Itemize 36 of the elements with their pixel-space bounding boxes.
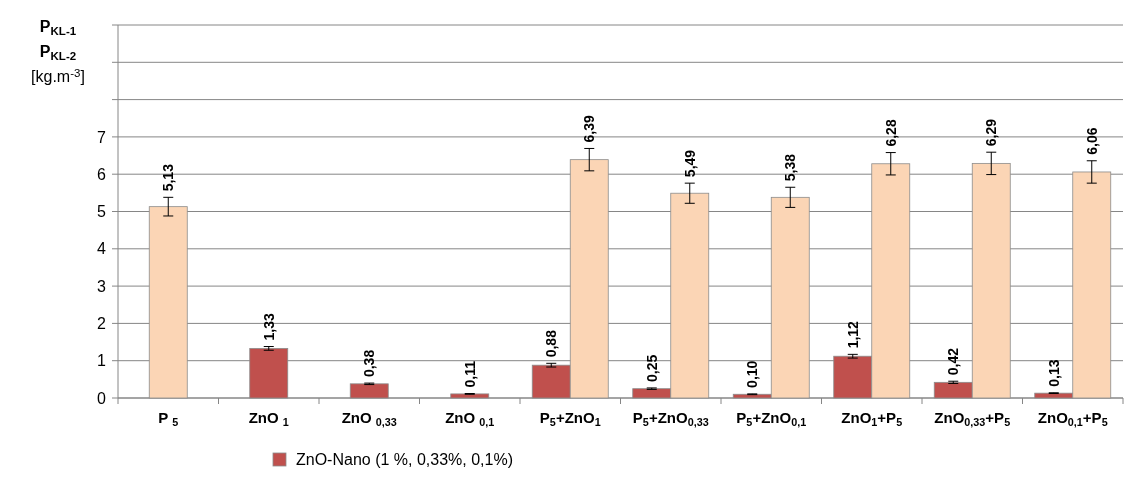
x-tick-label: ZnO $_{0,1}$ [445, 409, 495, 428]
data-label: 5,49 [681, 149, 698, 178]
x-tick-label: ZnO$_{0,33}$+P$_{5}$ [934, 409, 1011, 428]
data-label: 6,28 [882, 119, 899, 147]
data-label: 0,38 [361, 349, 378, 378]
y-tick-label: 0 [97, 389, 107, 407]
data-label: 0,13 [1045, 359, 1062, 387]
y-axis-title: P$_{KL-1}$ P$_{KL-2}$ [kg.m$^{-3}$] [31, 18, 85, 85]
x-tick-label: P$_{5}$+ZnO$_{0,33}$ [632, 409, 709, 428]
x-tick-label: P$_{5}$+ZnO$_{1}$ [539, 409, 601, 428]
y-tick-label: 7 [97, 128, 107, 146]
y-tick-label: 4 [97, 240, 107, 258]
data-label: 6,06 [1083, 127, 1100, 155]
data-label: 5,13 [160, 163, 177, 192]
data-label: 6,29 [983, 118, 1000, 147]
x-tick-label: ZnO$_{0,1}$+P$_{5}$ [1037, 409, 1108, 428]
x-tick-label: ZnO$_{1}$+P$_{5}$ [841, 409, 903, 428]
y-tick-label: 1 [97, 352, 107, 370]
data-label: 1,33 [260, 313, 277, 341]
x-tick-label: ZnO $_{0,33}$ [341, 409, 397, 428]
legend-label: ZnO-Nano (1 %, 0,33%, 0,1%) [296, 451, 513, 468]
data-label: 6,39 [581, 115, 598, 143]
data-label: 5,38 [782, 153, 799, 182]
data-label: 0,10 [744, 360, 761, 388]
data-label: 1,12 [844, 320, 861, 349]
data-label: 0,25 [643, 354, 660, 382]
y-tick-label: 2 [97, 315, 107, 332]
data-label: 0,88 [543, 329, 560, 358]
y-tick-label: 3 [97, 277, 107, 295]
data-label: 0,11 [461, 360, 478, 388]
x-tick-label: P $_{5}$ [158, 409, 179, 428]
data-label: 0,42 [945, 347, 962, 376]
x-tick-label: P$_{5}$+ZnO$_{0,1}$ [736, 409, 807, 428]
y-tick-label: 5 [97, 203, 107, 221]
x-tick-label: ZnO $_{1}$ [248, 409, 289, 428]
y-tick-label: 6 [97, 165, 107, 183]
